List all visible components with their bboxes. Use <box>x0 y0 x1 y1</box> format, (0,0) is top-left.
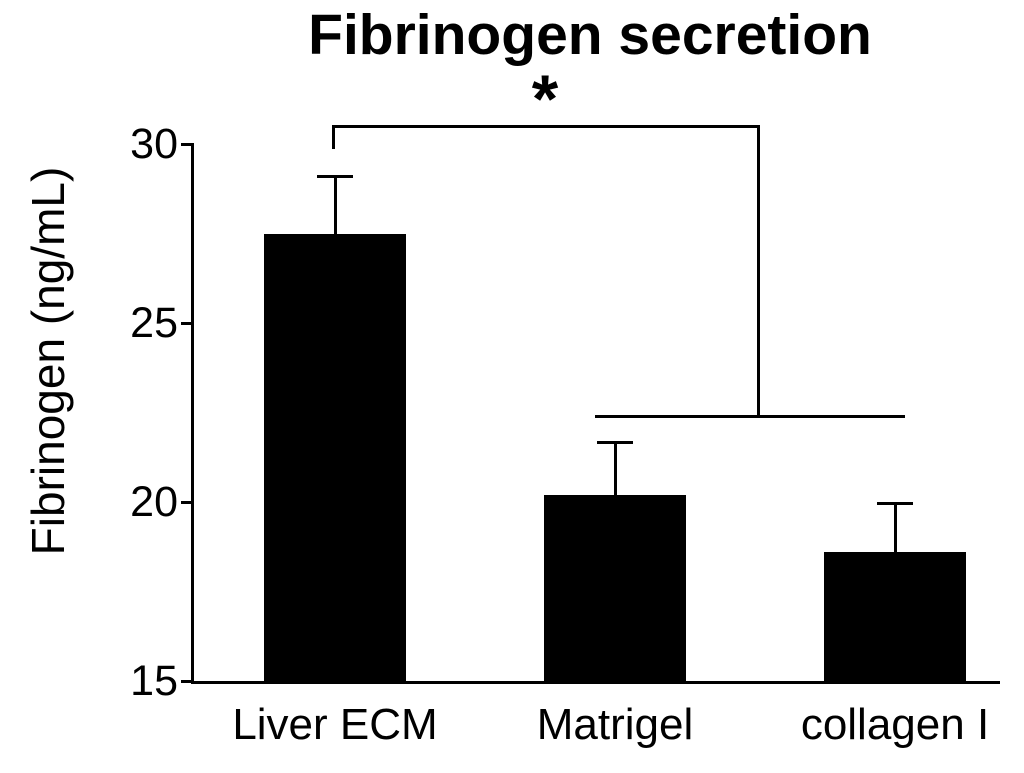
y-tick <box>181 321 194 325</box>
y-tick <box>181 679 194 683</box>
y-tick-label: 25 <box>130 299 178 347</box>
x-category-label: Matrigel <box>536 700 694 749</box>
error-bar-cap <box>317 174 353 178</box>
bar <box>824 552 966 683</box>
y-tick-label: 15 <box>130 657 178 705</box>
significance-bracket-right-drop <box>757 125 760 417</box>
x-category-label: Liver ECM <box>232 700 438 749</box>
y-axis-line <box>191 144 194 684</box>
significance-bracket-top <box>332 125 760 128</box>
error-bar-stem <box>613 442 617 501</box>
bar <box>544 494 686 683</box>
chart-title: Fibrinogen secretion <box>308 3 872 67</box>
x-axis-line <box>191 681 1000 684</box>
error-bar-stem <box>893 503 897 559</box>
y-tick-label: 20 <box>130 478 178 526</box>
y-tick <box>181 500 194 504</box>
bar <box>264 233 406 683</box>
x-category-label: collagen I <box>800 700 990 749</box>
y-axis-title: Fibrinogen (ng/mL) <box>22 166 74 556</box>
significance-asterisk: * <box>531 61 559 137</box>
y-tick <box>181 142 194 146</box>
error-bar-cap <box>597 441 633 445</box>
error-bar-cap <box>877 502 913 506</box>
significance-bracket-group-line <box>595 415 905 418</box>
error-bar-stem <box>333 176 337 240</box>
significance-bracket-left-descender <box>332 125 335 149</box>
y-tick-label: 30 <box>130 120 178 168</box>
